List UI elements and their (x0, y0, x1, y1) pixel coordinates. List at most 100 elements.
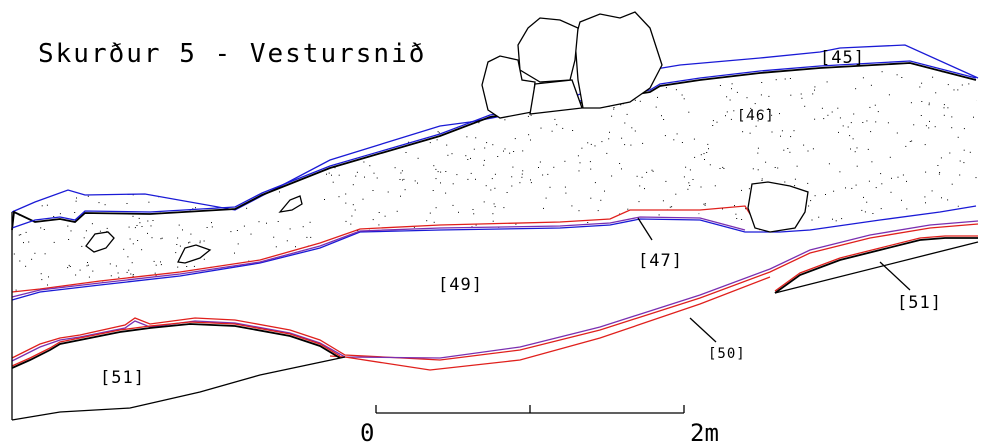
stipple-dot (341, 95, 343, 97)
stipple-dot (522, 295, 523, 296)
stipple-dot (244, 282, 246, 284)
stipple-dot (88, 276, 90, 278)
stipple-dot (856, 165, 858, 167)
stipple-dot (549, 246, 551, 248)
stipple-dot (708, 272, 710, 274)
stipple-dot (705, 230, 707, 232)
stipple-dot (866, 120, 868, 122)
stipple-dot (538, 167, 539, 168)
stipple-dot (309, 221, 311, 223)
stipple-dot (915, 287, 917, 289)
stipple-dot (265, 279, 267, 281)
stipple-dot (394, 72, 395, 74)
stipple-dot (19, 260, 21, 262)
stipple-dot (265, 89, 267, 91)
stipple-dot (264, 112, 266, 114)
stipple-dot (653, 274, 655, 276)
stipple-dot (82, 190, 83, 192)
stipple-dot (262, 116, 264, 118)
stipple-dot (810, 230, 811, 232)
stipple-dot (46, 204, 48, 206)
stipple-dot (160, 118, 162, 120)
stipple-dot (429, 142, 431, 144)
stipple-dot (609, 131, 610, 133)
stipple-dot (331, 174, 332, 176)
stipple-dot (166, 287, 168, 289)
stipple-dot (492, 144, 494, 146)
stipple-dot (430, 240, 432, 242)
stipple-dot (48, 276, 49, 278)
stipple-dot (807, 150, 809, 152)
stipple-dot (736, 91, 738, 93)
stipple-dot (951, 183, 953, 185)
stipple-dot (92, 118, 94, 120)
stipple-dot (202, 161, 204, 163)
stipple-dot (120, 127, 122, 128)
stipple-dot (46, 180, 48, 182)
stipple-dot (871, 52, 872, 53)
stipple-dot (154, 127, 156, 129)
stipple-dot (456, 63, 458, 64)
stipple-dot (90, 81, 92, 82)
stipple-dot (590, 168, 592, 170)
stipple-dot (608, 138, 610, 140)
stipple-dot (665, 68, 667, 70)
stipple-dot (199, 240, 201, 242)
stipple-dot (931, 190, 933, 192)
stipple-dot (489, 58, 490, 59)
stipple-dot (526, 234, 528, 236)
stipple-dot (943, 114, 945, 116)
stipple-dot (35, 134, 37, 136)
stipple-dot (412, 285, 414, 287)
stipple-dot (684, 240, 686, 242)
stipple-dot (536, 247, 538, 249)
stipple-dot (43, 229, 45, 230)
stipple-dot (919, 86, 921, 88)
stipple-dot (793, 130, 795, 132)
stipple-dot (164, 129, 166, 131)
stipple-dot (972, 53, 973, 54)
stipple-dot (842, 246, 844, 248)
stipple-dot (787, 59, 788, 60)
stipple-dot (279, 191, 280, 193)
stipple-dot (16, 171, 18, 173)
stipple-dot (967, 241, 969, 243)
stipple-dot (868, 282, 870, 283)
stipple-dot (344, 149, 346, 151)
stipple-dot (925, 171, 927, 173)
stipple-dot (523, 243, 525, 245)
stipple-dot (530, 114, 532, 116)
stipple-dot (262, 188, 264, 190)
stipple-dot (963, 149, 965, 151)
stipple-dot (227, 132, 229, 134)
stipple-dot (693, 250, 695, 252)
stipple-dot (901, 77, 903, 78)
stipple-dot (395, 263, 397, 265)
stipple-dot (211, 226, 213, 228)
stipple-dot (62, 137, 63, 139)
stipple-dot (213, 170, 215, 172)
stipple-dot (812, 148, 814, 150)
stipple-dot (196, 114, 198, 116)
stipple-dot (673, 139, 675, 141)
stipple-dot (91, 223, 93, 225)
stipple-dot (290, 80, 292, 82)
stipple-dot (664, 135, 666, 137)
stipple-dot (384, 215, 386, 217)
stipple-dot (48, 185, 50, 187)
stipple-dot (250, 175, 252, 177)
stipple-dot (59, 78, 61, 80)
stipple-dot (490, 189, 492, 191)
stipple-dot (586, 254, 588, 256)
stipple-dot (295, 246, 296, 248)
stipple-dot (496, 260, 498, 262)
stipple-dot (253, 82, 255, 84)
stipple-dot (689, 185, 691, 186)
stipple-dot (436, 139, 438, 141)
stipple-dot (522, 150, 524, 152)
stipple-dot (390, 132, 392, 134)
stipple-dot (947, 84, 949, 86)
stipple-dot (480, 107, 482, 109)
stipple-dot (166, 82, 168, 84)
stipple-dot (405, 152, 407, 153)
